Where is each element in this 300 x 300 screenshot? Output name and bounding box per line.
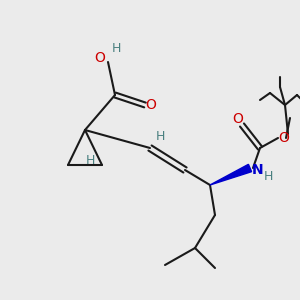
Text: O: O [94, 51, 105, 65]
Text: H: H [155, 130, 165, 142]
Text: H: H [85, 154, 95, 166]
Text: H: H [111, 41, 121, 55]
Polygon shape [210, 164, 252, 185]
Text: O: O [146, 98, 156, 112]
Text: O: O [232, 112, 243, 126]
Text: H: H [263, 169, 273, 182]
Text: O: O [279, 131, 289, 145]
Text: N: N [252, 163, 264, 177]
